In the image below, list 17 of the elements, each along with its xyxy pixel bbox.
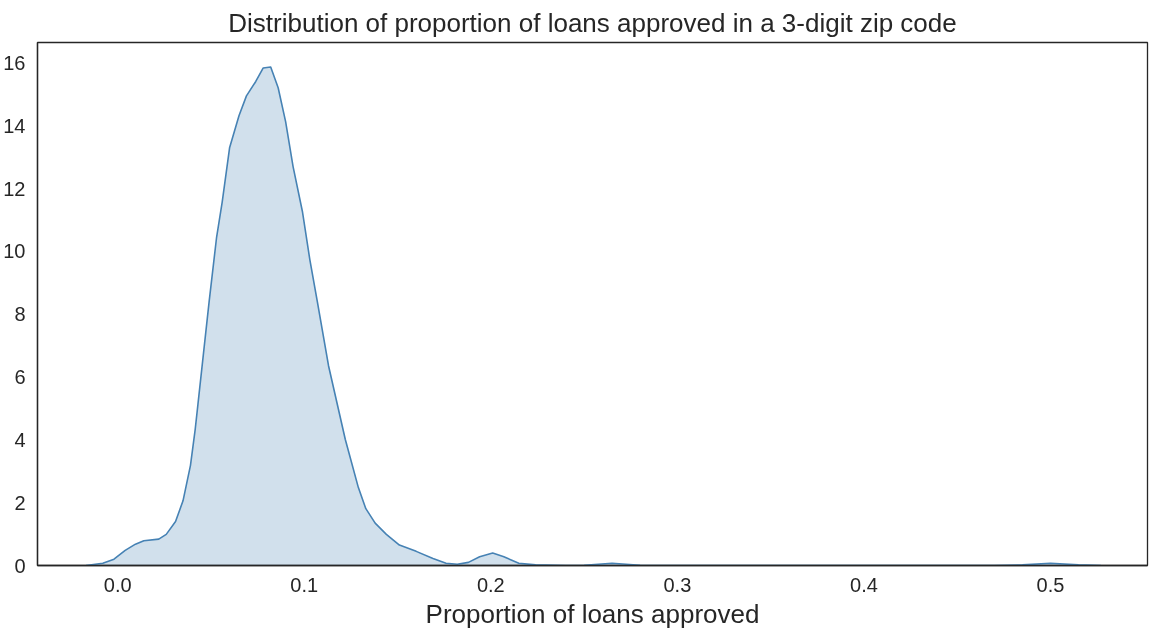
x-tick-label: 0.5 bbox=[1036, 573, 1065, 596]
y-tick-label: 14 bbox=[3, 114, 26, 137]
x-tick-label: 0.3 bbox=[663, 573, 692, 596]
y-tick-label: 8 bbox=[14, 303, 26, 326]
y-tick-label: 4 bbox=[14, 428, 26, 451]
x-tick-label: 0.4 bbox=[850, 573, 878, 596]
y-tick-label: 10 bbox=[3, 240, 26, 263]
x-tick-label: 0.2 bbox=[476, 573, 505, 596]
x-tick-label: 0.0 bbox=[103, 573, 132, 596]
y-tick-label: 12 bbox=[3, 177, 26, 200]
y-tick-label: 0 bbox=[14, 554, 26, 577]
x-axis-title: Proportion of loans approved bbox=[425, 598, 760, 629]
y-tick-label: 2 bbox=[14, 491, 26, 514]
y-tick-label: 16 bbox=[3, 51, 26, 74]
chart-title: Distribution of proportion of loans approved in a 3-digit zip code bbox=[228, 7, 957, 38]
x-tick-label: 0.1 bbox=[290, 573, 319, 596]
y-tick-label: 6 bbox=[14, 366, 26, 389]
